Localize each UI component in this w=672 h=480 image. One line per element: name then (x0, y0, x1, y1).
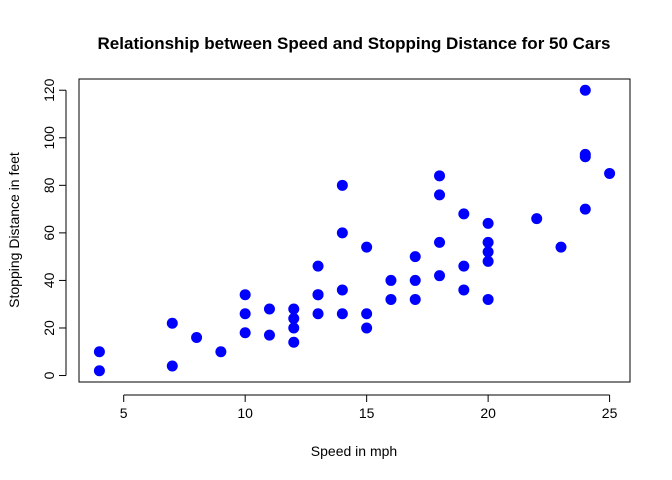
y-tick-label: 20 (41, 320, 57, 336)
data-point (482, 293, 494, 305)
data-point (434, 189, 446, 201)
data-point (409, 293, 421, 305)
data-point (288, 322, 300, 334)
x-tick-label: 25 (602, 405, 618, 421)
data-point (361, 308, 373, 320)
data-point (312, 260, 324, 272)
data-point (482, 246, 494, 258)
data-point (312, 308, 324, 320)
data-point (579, 84, 591, 96)
data-point (239, 289, 251, 301)
x-tick-label: 15 (359, 405, 375, 421)
y-axis-label: Stopping Distance in feet (6, 152, 22, 308)
data-point (336, 308, 348, 320)
y-tick-label: 40 (41, 272, 57, 288)
data-point (361, 322, 373, 334)
data-point (579, 203, 591, 215)
x-axis-label: Speed in mph (311, 443, 397, 459)
data-point (531, 213, 543, 225)
data-point (482, 255, 494, 267)
data-point (288, 336, 300, 348)
data-point (409, 274, 421, 286)
data-point (263, 303, 275, 315)
data-point (215, 346, 227, 358)
y-tick-label: 0 (41, 371, 57, 379)
data-point (385, 293, 397, 305)
data-point (579, 148, 591, 160)
data-point (458, 260, 470, 272)
x-tick-label: 20 (480, 405, 496, 421)
data-point (166, 317, 178, 329)
x-axis: 5 10 15 20 25 (120, 394, 618, 421)
data-point (555, 241, 567, 253)
data-point (239, 327, 251, 339)
data-point (336, 179, 348, 191)
data-point (336, 227, 348, 239)
data-point (434, 170, 446, 182)
y-tick-label: 120 (41, 78, 57, 102)
data-point (458, 284, 470, 296)
data-point (409, 251, 421, 263)
data-point (458, 208, 470, 220)
data-point (166, 360, 178, 372)
data-point (336, 284, 348, 296)
data-point (482, 217, 494, 229)
data-point (361, 241, 373, 253)
data-point (482, 236, 494, 248)
x-tick-label: 5 (120, 405, 128, 421)
data-point (312, 289, 324, 301)
data-point (434, 270, 446, 282)
y-tick-label: 60 (41, 225, 57, 241)
y-axis: 0 20 40 60 80 100 120 (41, 78, 67, 379)
data-point (434, 236, 446, 248)
data-point (385, 274, 397, 286)
data-point (191, 331, 203, 343)
y-tick-label: 80 (41, 177, 57, 193)
data-point (93, 346, 105, 358)
y-tick-label: 100 (41, 126, 57, 150)
data-point (239, 308, 251, 320)
data-points (93, 84, 616, 377)
chart-title: Relationship between Speed and Stopping … (98, 34, 611, 53)
data-point (604, 167, 616, 179)
data-point (288, 312, 300, 324)
plot-area (78, 78, 631, 383)
data-point (288, 303, 300, 315)
data-point (263, 329, 275, 341)
x-tick-label: 10 (237, 405, 253, 421)
data-point (93, 365, 105, 377)
